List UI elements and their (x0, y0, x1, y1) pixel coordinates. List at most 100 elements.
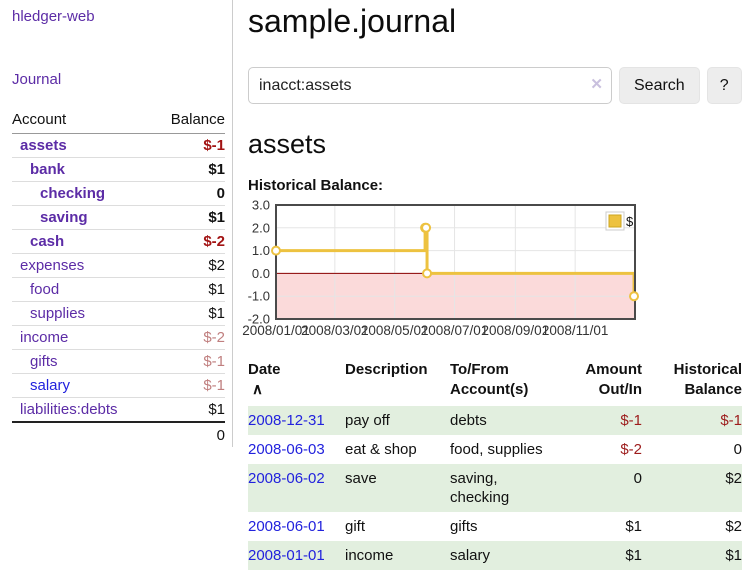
register-header-date[interactable]: Date ∧ (248, 361, 281, 399)
account-balance: $2 (208, 257, 225, 274)
app-title-link[interactable]: hledger-web (12, 8, 95, 25)
register-header-accounts: To/From Account(s) (450, 361, 529, 399)
search-input[interactable] (248, 67, 612, 105)
account-cell: income (12, 325, 153, 350)
balance-value: $1 (725, 547, 742, 565)
svg-text:2008/11/01: 2008/11/01 (542, 323, 609, 338)
register-balance-cell: 0 (642, 435, 742, 464)
account-row: income $-2 (12, 325, 225, 350)
svg-text:2008/01/01: 2008/01/01 (242, 323, 310, 338)
account-balance-cell: $-2 (152, 229, 225, 254)
register-description-cell: gift (345, 518, 366, 536)
account-cell: food (12, 277, 153, 302)
register-row: 2008-06-03 eat & shop food, supplies $-2… (248, 435, 742, 464)
account-link[interactable]: income (20, 329, 69, 346)
accounts-balance-table: Account Balance assets $-1 bank $1 check… (12, 109, 225, 447)
transaction-date-link[interactable]: 2008-06-01 (248, 518, 325, 536)
account-balance-cell: $-1 (152, 349, 225, 374)
account-link[interactable]: food (30, 281, 60, 298)
account-balance: 0 (216, 185, 225, 202)
chart-container: 3.0 2.0 1.0 0.0 -1.0 -2.0 2008/01/01 2008/03/01… (241, 197, 742, 347)
account-link[interactable]: salary (30, 377, 71, 394)
transaction-date-link[interactable]: 2008-06-03 (248, 441, 325, 459)
chart-title: Historical Balance: (248, 177, 384, 195)
balance-value: $2 (725, 470, 742, 488)
register-balance-cell: $2 (642, 512, 742, 541)
register-balance-cell: $-1 (642, 406, 742, 435)
account-link[interactable]: saving (40, 209, 88, 226)
account-cell: assets (12, 133, 153, 158)
transaction-date-link[interactable]: 2008-06-02 (248, 470, 325, 488)
account-cell: expenses (12, 253, 153, 278)
account-row: assets $-1 (12, 133, 225, 158)
search-box: ✕ (248, 67, 612, 105)
accounts-total-value: 0 (152, 421, 225, 447)
account-link[interactable]: assets (20, 137, 67, 154)
account-balance: $1 (208, 305, 225, 322)
register-accounts-cell: food, supplies (450, 441, 543, 459)
account-balance-cell: $-2 (152, 325, 225, 350)
account-link[interactable]: cash (30, 233, 65, 250)
account-balance-cell: $2 (152, 253, 225, 278)
register-description-cell: income (345, 547, 394, 565)
account-balance-cell: $-1 (152, 373, 225, 398)
register-date-cell: 2008-01-01 (248, 541, 345, 570)
account-balance: $-2 (203, 329, 225, 346)
account-row: saving $1 (12, 205, 225, 230)
account-balance-cell: $1 (152, 205, 225, 230)
transaction-date-link[interactable]: 2008-12-31 (248, 412, 325, 430)
balance-value: $-1 (720, 412, 742, 430)
amount-value: $1 (625, 518, 642, 536)
svg-text:2.0: 2.0 (252, 221, 270, 236)
account-cell: cash (12, 229, 153, 254)
register-header-balance: Historical Balance (673, 361, 742, 399)
transaction-date-link[interactable]: 2008-01-01 (248, 547, 325, 565)
register-amount-cell: 0 (572, 464, 642, 512)
account-balance: $-1 (203, 137, 225, 154)
account-cell: saving (12, 205, 153, 230)
account-link[interactable]: expenses (20, 257, 85, 274)
register-row: 2008-01-01 income salary $1 $1 (248, 541, 742, 571)
account-balance-cell: $1 (152, 157, 225, 182)
amount-value: $-2 (620, 441, 642, 459)
search-help-button[interactable]: ? (706, 67, 742, 105)
account-link[interactable]: gifts (30, 353, 58, 370)
accounts-total-spacer (12, 421, 153, 447)
register-date-cell: 2008-06-02 (248, 464, 345, 512)
svg-text:2008/03/01: 2008/03/01 (301, 323, 369, 338)
account-balance: $1 (208, 209, 225, 226)
svg-text:-2.0: -2.0 (248, 312, 270, 327)
account-row: salary $-1 (12, 373, 225, 398)
balance-value: $2 (725, 518, 742, 536)
sidebar-item-journal[interactable]: Journal (12, 71, 62, 88)
account-row: cash $-2 (12, 229, 225, 254)
register-row: 2008-06-02 save saving, checking 0 $2 (248, 464, 742, 513)
page-title: sample.journal (248, 3, 457, 39)
historical-balance-chart: 3.0 2.0 1.0 0.0 -1.0 -2.02008/01/012008/03/01… (242, 198, 640, 338)
account-heading: assets (248, 129, 327, 160)
account-cell: bank (12, 157, 153, 182)
account-cell: salary (12, 373, 153, 398)
account-cell: checking (12, 181, 153, 206)
account-row: checking 0 (12, 181, 225, 206)
register-amount-cell: $1 (572, 541, 642, 570)
account-link[interactable]: supplies (30, 305, 86, 322)
search-button[interactable]: Search (619, 67, 700, 105)
search-form: ✕ Search ? (248, 67, 742, 105)
sidebar: hledger-web Journal Account Balance asse… (0, 0, 233, 447)
register-header-row: Date ∧ Description To/From Account(s) Amo… (248, 360, 742, 406)
account-row: food $1 (12, 277, 225, 302)
account-link[interactable]: checking (40, 185, 106, 202)
main-content: sample.journal ✕ Search ? assets Histori… (241, 0, 742, 571)
account-link[interactable]: liabilities:debts (20, 401, 118, 418)
account-link[interactable]: bank (30, 161, 66, 178)
account-balance-cell: $1 (152, 301, 225, 326)
register-amount-cell: $-1 (572, 406, 642, 435)
account-balance: $1 (208, 161, 225, 178)
register-accounts-cell: gifts (450, 518, 478, 536)
register-date-cell: 2008-06-03 (248, 435, 345, 464)
svg-text:-1.0: -1.0 (248, 289, 270, 304)
clear-search-icon[interactable]: ✕ (590, 76, 603, 94)
account-cell: gifts (12, 349, 153, 374)
account-balance: $-2 (203, 233, 225, 250)
